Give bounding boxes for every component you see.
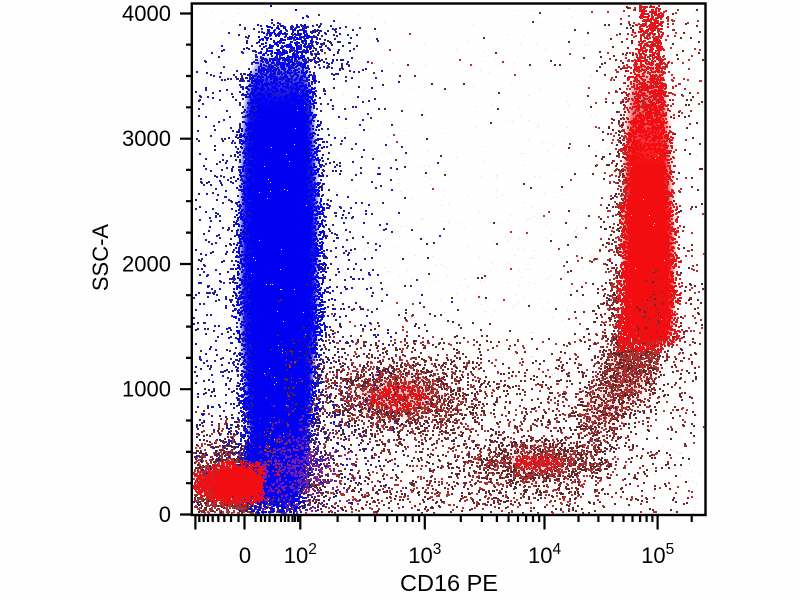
svg-text:CD16 PE: CD16 PE — [400, 570, 498, 596]
svg-text:SSC-A: SSC-A — [88, 224, 113, 292]
svg-text:4000: 4000 — [122, 1, 171, 26]
svg-text:0: 0 — [159, 502, 171, 527]
svg-text:1000: 1000 — [122, 377, 171, 402]
svg-text:0: 0 — [239, 543, 251, 568]
svg-text:102: 102 — [284, 541, 317, 568]
svg-text:3000: 3000 — [122, 126, 171, 151]
svg-text:2000: 2000 — [122, 252, 171, 277]
